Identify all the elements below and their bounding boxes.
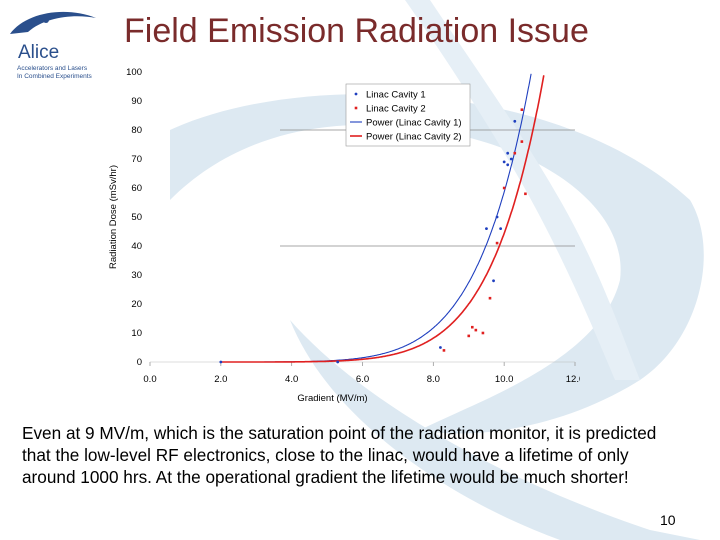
legend-label: Power (Linac Cavity 2): [366, 132, 462, 143]
data-point: [467, 334, 471, 338]
legend-label: Power (Linac Cavity 1): [366, 118, 462, 129]
logo-swoosh-icon: [10, 11, 96, 34]
x-tick-label: 12.0: [566, 374, 580, 385]
data-point: [470, 325, 474, 329]
fit-curves: [220, 73, 545, 363]
x-tick-label: 10.0: [495, 374, 513, 385]
y-tick-label: 80: [131, 125, 142, 136]
data-point: [509, 157, 513, 161]
y-tick-label: 20: [131, 299, 142, 310]
data-point: [481, 331, 485, 335]
y-tick-label: 10: [131, 328, 142, 339]
legend-marker: [354, 92, 358, 96]
y-tick-label: 40: [131, 241, 142, 252]
y-tick-label: 100: [126, 67, 142, 78]
legend-box: [345, 83, 471, 147]
data-point: [492, 279, 495, 283]
data-point: [488, 296, 492, 300]
data-point: [219, 360, 223, 364]
data-point: [442, 349, 446, 352]
legend-label: Linac Cavity 2: [366, 104, 426, 115]
data-point: [502, 160, 506, 164]
page-number: 10: [660, 512, 676, 528]
data-point: [336, 360, 340, 364]
data-point: [506, 151, 510, 155]
y-tick-label: 0: [137, 357, 142, 368]
legend-label: Linac Cavity 1: [366, 90, 426, 101]
data-point: [485, 227, 488, 231]
alice-logo: Alice Accelerators and Lasers In Combine…: [6, 4, 106, 86]
y-tick-label: 30: [131, 270, 142, 281]
data-point: [513, 151, 517, 155]
chart-legend: Linac Cavity 1 Linac Cavity 2 Power (Linac…: [345, 83, 471, 147]
slide-title: Field Emission Radiation Issue: [124, 12, 589, 50]
x-tick-label: 0.0: [143, 374, 156, 385]
axes: [149, 361, 576, 366]
data-point: [520, 108, 524, 111]
data-point: [520, 140, 524, 143]
data-point: [513, 119, 517, 123]
data-point: [495, 241, 499, 245]
data-point: [439, 346, 442, 349]
logo-word: Alice: [18, 42, 60, 63]
radiation-dose-chart: 0 10 20 30 40 50 60 70 80 90 100 0.0 2.0 4.0 6.0 8.0 10…: [108, 67, 580, 404]
data-point: [474, 328, 478, 332]
x-tick-label: 6.0: [356, 374, 369, 385]
data-point: [499, 227, 503, 231]
x-tick-labels: 0.0 2.0 4.0 6.0 8.0 10.0 12.0: [143, 374, 580, 385]
x-tick-label: 8.0: [427, 374, 440, 385]
data-point: [502, 186, 506, 190]
fit-curve: [220, 75, 545, 363]
data-points: [219, 108, 527, 364]
data-point: [524, 192, 527, 196]
y-tick-label: 70: [131, 154, 142, 165]
x-tick-label: 2.0: [214, 374, 227, 385]
grid: [280, 129, 575, 247]
y-tick-label: 60: [131, 183, 142, 194]
data-point: [495, 215, 499, 219]
logo-subtitle-2: In Combined Experiments: [17, 73, 92, 80]
x-axis-label: Gradient (MV/m): [297, 393, 367, 404]
y-tick-label: 90: [131, 96, 142, 107]
y-tick-labels: 0 10 20 30 40 50 60 70 80 90 100: [126, 67, 142, 368]
legend-marker: [354, 106, 358, 110]
x-tick-label: 4.0: [285, 374, 298, 385]
y-axis-label: Radiation Dose (mSv/hr): [108, 165, 119, 269]
y-tick-label: 50: [131, 212, 142, 223]
logo-subtitle-1: Accelerators and Lasers: [17, 65, 88, 72]
body-text: Even at 9 MV/m, which is the saturation …: [22, 423, 657, 487]
data-point: [506, 163, 510, 167]
